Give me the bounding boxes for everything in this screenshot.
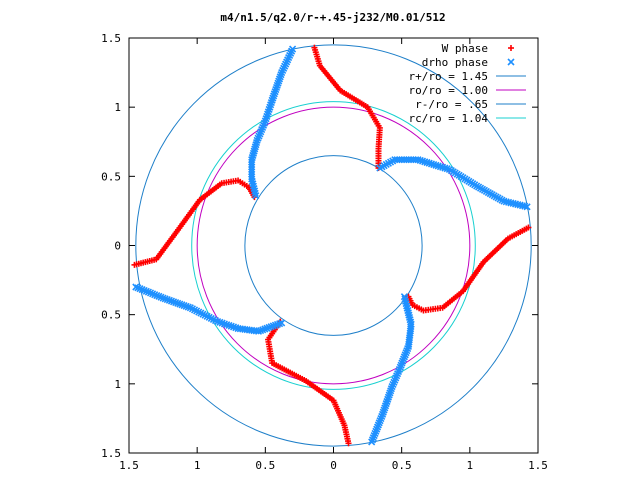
circle-r-1: [196, 106, 471, 385]
legend-marker: [508, 45, 514, 51]
w-phase-point: [525, 224, 532, 231]
drho-phase-point: [263, 324, 271, 332]
drho-phase-point: [277, 71, 285, 79]
drho-phase-point: [278, 69, 286, 77]
drho-phase-point: [165, 296, 173, 304]
drho-phase-point: [265, 323, 273, 332]
drho-phase-point: [385, 391, 393, 399]
drho-phase-point: [269, 322, 277, 330]
legend-label-drho-phase: drho phase: [422, 56, 488, 69]
x-tick-label: 1.5: [119, 459, 139, 472]
w-phase-point: [131, 261, 138, 268]
legend-label-r-plus: r+/ro = 1.45: [409, 70, 488, 83]
drho-phase-point: [178, 301, 186, 309]
legend-marker: [507, 58, 515, 66]
chart-title: m4/n1.5/q2.0/r-+.45-j232/M0.01/512: [220, 11, 445, 24]
x-tick-label: 1: [194, 459, 201, 472]
w-phase-point: [345, 440, 352, 447]
legend-label-w-phase: W phase: [442, 42, 488, 55]
drho-phase-point: [383, 397, 391, 406]
x-axis: 1.5 1 0.5 0 0.5 1 1.5: [119, 38, 548, 472]
drho-phase-point: [379, 410, 387, 418]
drho-phase-point: [176, 300, 184, 308]
y-axis: 1.5 1 0.5 0 0.5 1 1.5: [101, 32, 538, 460]
y-tick-label: 0.5: [101, 170, 121, 183]
y-tick-label: 0.5: [101, 309, 121, 322]
drho-phase-point: [270, 92, 278, 100]
drho-phase-point: [167, 297, 176, 305]
drho-phase-point: [270, 90, 278, 98]
y-tick-label: 1.5: [101, 32, 121, 45]
drho-phase-point: [387, 387, 395, 395]
drho-phase-point: [276, 320, 284, 328]
drho-phase-point: [252, 192, 260, 200]
drho-phase-point: [523, 203, 531, 211]
x-tick-label: 0.5: [392, 459, 412, 472]
circle-r-1.45: [135, 44, 532, 447]
drho-phase-point: [384, 393, 393, 401]
drho-phase-point: [174, 299, 182, 307]
drho-phase-point: [159, 294, 167, 302]
drho-phase-point: [257, 326, 265, 335]
drho-phase-point: [163, 295, 171, 304]
x-tick-label: 1.5: [528, 459, 548, 472]
drho-phase-point: [272, 86, 280, 94]
drho-phase-point: [261, 325, 269, 333]
drho-phase-point: [275, 77, 283, 85]
drho-phase-point: [254, 327, 263, 335]
drho-phase-point: [387, 385, 395, 393]
y-tick-label: 1: [114, 101, 121, 114]
drho-phase-point: [161, 295, 169, 303]
drho-phase-point: [271, 321, 279, 329]
circle-r-1.04: [191, 101, 476, 390]
drho-phase-point: [172, 298, 180, 307]
drho-phase-point: [271, 88, 279, 96]
drho-phase-point: [259, 326, 267, 334]
data-points: [131, 44, 532, 447]
legend-marker-drho-phase: [507, 58, 515, 66]
drho-phase-point: [170, 298, 178, 306]
x-tick-label: 0.5: [255, 459, 275, 472]
legend-marker-w-phase: [508, 45, 514, 51]
drho-phase-point: [386, 389, 394, 397]
drho-phase-point: [384, 395, 392, 403]
drho-phase-point: [400, 293, 408, 301]
drho-phase-point: [274, 79, 282, 87]
drho-phase-point: [381, 402, 390, 410]
drho-phase-point: [381, 404, 389, 412]
drho-phase-point: [380, 406, 388, 414]
drho-phase-point: [276, 73, 284, 81]
drho-phase-point: [278, 319, 286, 327]
legend-label-rc: rc/ro = 1.04: [409, 112, 489, 125]
drho-phase-point: [182, 302, 190, 310]
legend-label-ro: ro/ro = 1.00: [409, 84, 488, 97]
legend: W phase drho phase r+/ro = 1.45 ro/ro = …: [409, 42, 526, 125]
drho-phase-point: [275, 75, 284, 83]
drho-phase-point: [184, 303, 192, 311]
y-tick-label: 1: [114, 378, 121, 391]
x-tick-label: 1: [467, 459, 474, 472]
x-tick-label: 0: [330, 459, 337, 472]
y-tick-label: 0: [114, 240, 121, 253]
drho-phase-point: [180, 301, 188, 310]
drho-phase-point: [272, 83, 281, 92]
legend-label-r-minus: r-/ro = .65: [415, 98, 488, 111]
drho-phase-point: [379, 408, 387, 416]
drho-phase-point: [382, 400, 390, 408]
drho-phase-point: [273, 320, 282, 329]
drho-phase-point: [273, 81, 281, 89]
drho-phase-point: [267, 323, 275, 331]
circle-r-0.65: [244, 155, 423, 336]
y-tick-label: 1.5: [101, 447, 121, 460]
reference-circles: [135, 44, 532, 447]
